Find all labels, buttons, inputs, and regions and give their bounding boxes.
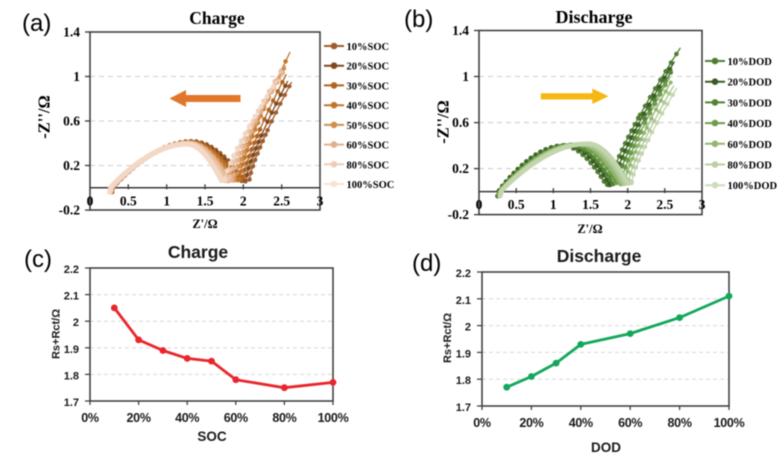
svg-text:2.2: 2.2 — [64, 264, 79, 276]
svg-text:DOD: DOD — [591, 440, 621, 455]
svg-text:(d): (d) — [412, 250, 441, 277]
svg-text:40%DOD: 40%DOD — [728, 119, 773, 130]
svg-text:1.4: 1.4 — [63, 25, 80, 40]
svg-text:1.8: 1.8 — [456, 375, 471, 387]
svg-text:Rs+Rct/Ω: Rs+Rct/Ω — [442, 313, 454, 363]
svg-text:2.1: 2.1 — [64, 291, 79, 303]
svg-text:-0.2: -0.2 — [59, 203, 81, 218]
svg-text:(b): (b) — [404, 6, 433, 33]
svg-text:60%SOC: 60%SOC — [347, 141, 390, 152]
svg-text:20%: 20% — [127, 411, 151, 425]
svg-text:Discharge: Discharge — [557, 246, 642, 266]
svg-text:0.5: 0.5 — [120, 193, 137, 208]
svg-text:0.6: 0.6 — [452, 115, 469, 130]
svg-text:2: 2 — [73, 317, 79, 329]
svg-text:2: 2 — [240, 193, 247, 208]
svg-text:2.2: 2.2 — [456, 268, 471, 280]
svg-text:-Z''/Ω: -Z''/Ω — [35, 95, 54, 138]
svg-text:Rs+Rct/Ω: Rs+Rct/Ω — [51, 309, 63, 359]
svg-text:80%SOC: 80%SOC — [347, 160, 390, 171]
svg-text:0: 0 — [476, 197, 483, 212]
svg-text:2: 2 — [465, 322, 471, 334]
svg-text:30%SOC: 30%SOC — [347, 81, 390, 92]
svg-text:30%DOD: 30%DOD — [728, 98, 773, 109]
svg-text:(c): (c) — [24, 246, 52, 273]
svg-text:-Z''/Ω: -Z''/Ω — [434, 100, 453, 143]
svg-text:0%: 0% — [81, 411, 99, 425]
svg-text:40%: 40% — [569, 416, 593, 430]
svg-text:80%DOD: 80%DOD — [728, 161, 773, 172]
svg-text:1: 1 — [163, 193, 170, 208]
svg-text:0%: 0% — [473, 416, 491, 430]
svg-text:2: 2 — [624, 197, 631, 212]
svg-text:2.5: 2.5 — [273, 193, 290, 208]
svg-text:-0.2: -0.2 — [448, 207, 470, 222]
svg-text:0.2: 0.2 — [452, 161, 469, 176]
svg-text:80%: 80% — [272, 411, 296, 425]
svg-text:2.5: 2.5 — [656, 197, 673, 212]
svg-text:1.9: 1.9 — [64, 344, 79, 356]
svg-text:100%: 100% — [714, 416, 745, 430]
svg-text:100%: 100% — [318, 411, 349, 425]
svg-text:3: 3 — [699, 197, 706, 212]
svg-text:10%SOC: 10%SOC — [347, 42, 390, 53]
svg-text:0.6: 0.6 — [63, 114, 80, 129]
svg-text:Charge: Charge — [189, 8, 245, 28]
svg-text:60%: 60% — [224, 411, 248, 425]
svg-text:Z'/Ω: Z'/Ω — [577, 222, 602, 236]
svg-text:Charge: Charge — [168, 242, 229, 262]
svg-text:40%SOC: 40%SOC — [347, 101, 390, 112]
svg-text:20%DOD: 20%DOD — [728, 78, 773, 89]
svg-text:50%SOC: 50%SOC — [347, 121, 390, 132]
svg-text:0: 0 — [87, 193, 94, 208]
svg-text:60%: 60% — [618, 416, 642, 430]
svg-text:40%: 40% — [175, 411, 199, 425]
svg-text:100%DOD: 100%DOD — [728, 181, 778, 192]
svg-text:20%: 20% — [519, 416, 543, 430]
svg-text:1.7: 1.7 — [64, 397, 79, 409]
svg-text:1.5: 1.5 — [197, 193, 214, 208]
svg-text:1.4: 1.4 — [452, 23, 469, 38]
svg-text:1.8: 1.8 — [64, 370, 79, 382]
svg-text:1: 1 — [550, 197, 557, 212]
svg-text:SOC: SOC — [197, 429, 227, 444]
svg-text:2.1: 2.1 — [456, 295, 471, 307]
svg-text:60%DOD: 60%DOD — [728, 140, 773, 151]
svg-text:1: 1 — [73, 69, 80, 84]
svg-text:1.5: 1.5 — [582, 197, 599, 212]
svg-text:0.2: 0.2 — [63, 158, 80, 173]
svg-text:Discharge: Discharge — [556, 7, 633, 27]
svg-text:1.7: 1.7 — [456, 402, 471, 414]
svg-text:Z'/Ω: Z'/Ω — [192, 217, 217, 231]
svg-text:(a): (a) — [22, 10, 51, 37]
svg-text:20%SOC: 20%SOC — [347, 62, 390, 73]
svg-text:0.5: 0.5 — [508, 197, 525, 212]
svg-text:80%: 80% — [668, 416, 692, 430]
svg-text:3: 3 — [317, 193, 324, 208]
svg-text:10%DOD: 10%DOD — [728, 57, 773, 68]
svg-text:1.9: 1.9 — [456, 348, 471, 360]
svg-text:100%SOC: 100%SOC — [347, 180, 395, 191]
svg-text:1: 1 — [462, 69, 469, 84]
